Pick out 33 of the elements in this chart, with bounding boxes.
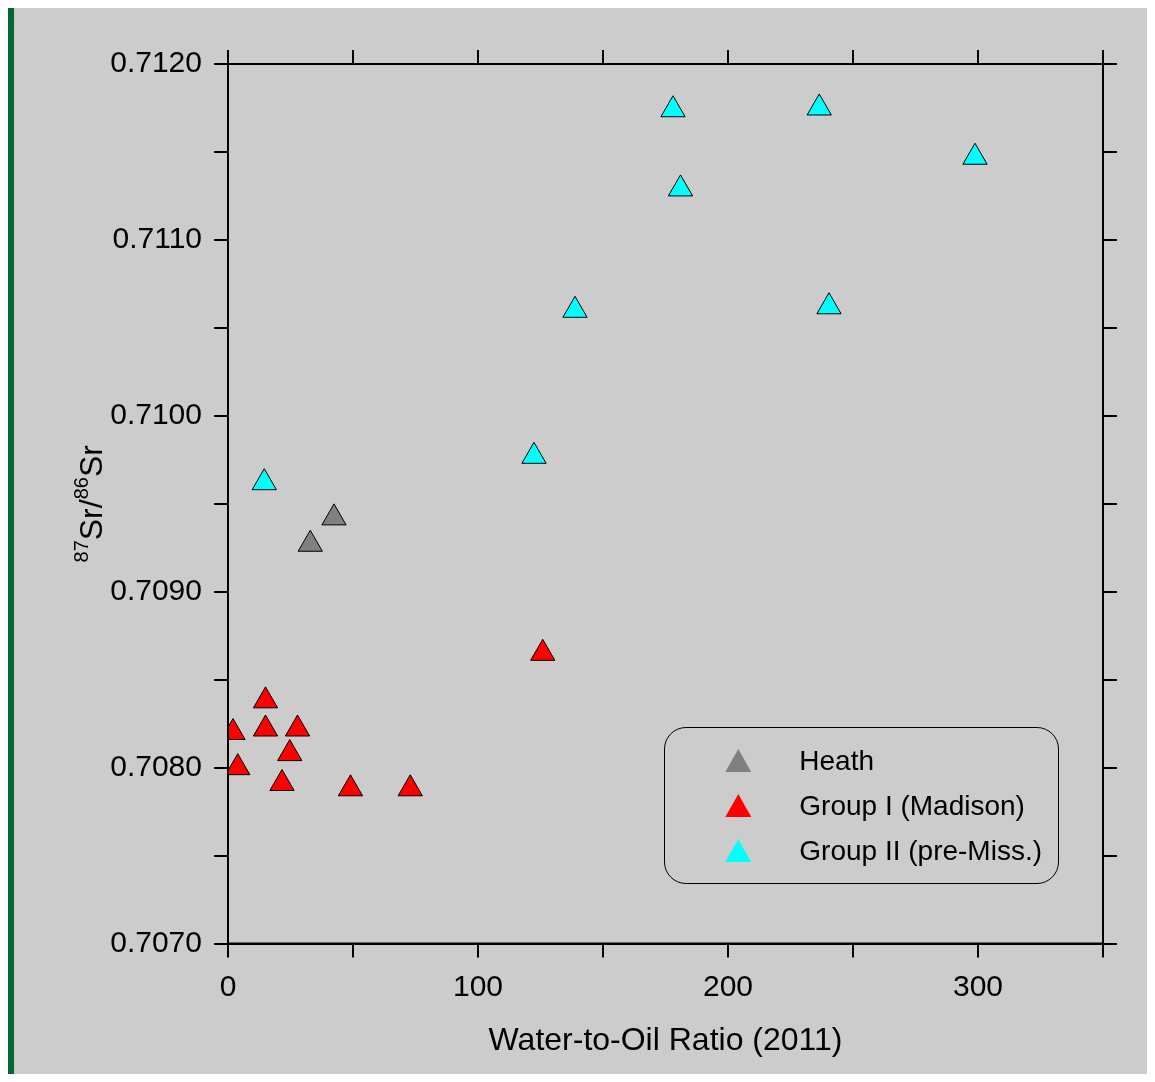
y-tick-label: 0.7070 (110, 924, 202, 958)
point (269, 769, 295, 792)
point (297, 529, 323, 552)
point (660, 95, 686, 118)
y-tick-label: 0.7080 (110, 748, 202, 782)
y-tick-label: 0.7100 (110, 397, 202, 431)
point (806, 93, 832, 116)
point (277, 739, 303, 762)
point (252, 714, 279, 737)
x-tick-label: 200 (702, 968, 754, 1002)
point (284, 714, 311, 737)
x-tick-label: 300 (952, 968, 1004, 1002)
point (397, 774, 423, 797)
y-tick-label: 0.7090 (110, 573, 202, 607)
y-tick-label: 0.7110 (112, 221, 202, 255)
legend-label: Group I (Madison) (799, 789, 1025, 822)
point (321, 503, 347, 526)
point (562, 295, 588, 318)
point (521, 441, 547, 464)
point (816, 292, 842, 315)
x-tick-label: 100 (452, 968, 504, 1002)
point (962, 142, 988, 165)
point (337, 774, 364, 797)
y-axis-title: 87Sr/86Sr (70, 444, 109, 563)
legend-label: Group II (pre-Miss.) (799, 834, 1042, 867)
legend-label: Heath (799, 744, 875, 777)
point (252, 686, 279, 709)
x-axis-title: Water-to-Oil Ratio (2011) (488, 1020, 843, 1057)
y-tick-label: 0.7120 (110, 45, 202, 79)
point (251, 468, 277, 491)
point (667, 174, 694, 197)
point (530, 638, 556, 661)
x-tick-label: 0 (219, 968, 237, 1002)
